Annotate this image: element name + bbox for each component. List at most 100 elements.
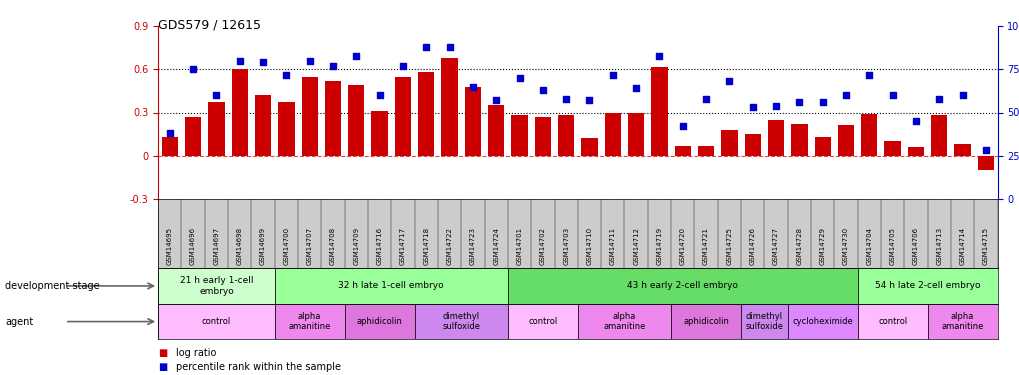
Bar [302, 76, 318, 156]
Text: GSM14702: GSM14702 [539, 226, 545, 265]
Point [744, 104, 760, 110]
Bar [977, 156, 994, 170]
Bar [418, 72, 434, 156]
Bar [161, 137, 177, 156]
Text: GSM14707: GSM14707 [307, 226, 313, 265]
Bar [720, 130, 737, 156]
Text: control: control [528, 317, 557, 326]
Text: GSM14730: GSM14730 [842, 226, 848, 265]
Text: aphidicolin: aphidicolin [683, 317, 729, 326]
Bar [441, 58, 458, 156]
Text: GSM14716: GSM14716 [376, 226, 382, 265]
Text: GSM14699: GSM14699 [260, 226, 266, 265]
Text: control: control [202, 317, 230, 326]
Point [511, 75, 527, 81]
Point [581, 98, 597, 104]
Point [651, 53, 667, 58]
Text: GSM14725: GSM14725 [726, 227, 732, 265]
Bar [767, 120, 784, 156]
Text: GSM14723: GSM14723 [470, 226, 476, 265]
Point [814, 99, 830, 105]
Bar [674, 146, 690, 156]
Bar [158, 268, 274, 304]
Text: alpha
amanitine: alpha amanitine [288, 312, 330, 331]
Bar [507, 304, 577, 339]
Text: GSM14696: GSM14696 [190, 226, 196, 265]
Point [465, 84, 481, 90]
Text: alpha
amanitine: alpha amanitine [602, 312, 645, 331]
Bar [278, 102, 294, 156]
Point [720, 78, 737, 84]
Bar [954, 144, 970, 156]
Text: GSM14698: GSM14698 [236, 226, 243, 265]
Text: GSM14726: GSM14726 [749, 226, 755, 265]
Bar [741, 304, 787, 339]
Text: GSM14703: GSM14703 [562, 226, 569, 265]
Point [255, 60, 271, 66]
Text: 32 h late 1-cell embryo: 32 h late 1-cell embryo [338, 281, 443, 290]
Text: GSM14711: GSM14711 [609, 226, 615, 265]
Bar [787, 304, 857, 339]
Text: GSM14695: GSM14695 [166, 226, 172, 265]
Bar [837, 125, 853, 156]
Point [697, 96, 713, 102]
Text: ■: ■ [158, 362, 167, 372]
Point [883, 92, 900, 98]
Text: GSM14729: GSM14729 [819, 226, 824, 265]
Text: GSM14706: GSM14706 [912, 226, 918, 265]
Point [487, 98, 503, 104]
Text: GSM14727: GSM14727 [772, 226, 779, 265]
Text: GSM14710: GSM14710 [586, 226, 592, 265]
Bar [371, 111, 387, 156]
Bar [557, 116, 574, 156]
Bar [507, 268, 857, 304]
Point [604, 72, 621, 78]
Text: GSM14720: GSM14720 [679, 226, 685, 265]
Point [954, 92, 970, 98]
Bar [860, 114, 876, 156]
Bar [231, 69, 248, 156]
Bar [671, 304, 741, 339]
Bar [534, 117, 550, 156]
Bar [930, 116, 947, 156]
Point [860, 72, 876, 78]
Text: GSM14708: GSM14708 [330, 226, 335, 265]
Point [347, 53, 364, 58]
Text: GSM14724: GSM14724 [493, 227, 498, 265]
Text: alpha
amanitine: alpha amanitine [941, 312, 982, 331]
Bar [511, 116, 527, 156]
Text: dimethyl
sulfoxide: dimethyl sulfoxide [745, 312, 783, 331]
Text: dimethyl
sulfoxide: dimethyl sulfoxide [442, 312, 480, 331]
Point [837, 92, 853, 98]
Point [977, 147, 994, 153]
Bar [581, 138, 597, 156]
Bar [883, 141, 900, 156]
Text: 54 h late 2-cell embryo: 54 h late 2-cell embryo [874, 281, 979, 290]
Point [278, 72, 294, 78]
Text: log ratio: log ratio [176, 348, 217, 358]
Text: GSM14717: GSM14717 [399, 226, 406, 265]
Text: percentile rank within the sample: percentile rank within the sample [176, 362, 341, 372]
Text: agent: agent [5, 317, 34, 327]
Bar [255, 95, 271, 156]
Point [791, 99, 807, 105]
Text: GSM14709: GSM14709 [353, 226, 359, 265]
Text: GDS579 / 12615: GDS579 / 12615 [158, 19, 261, 32]
Text: GSM14697: GSM14697 [213, 226, 219, 265]
Bar [347, 85, 364, 156]
Text: GSM14718: GSM14718 [423, 226, 429, 265]
Point [907, 118, 923, 124]
Bar [651, 66, 667, 156]
Text: GSM14713: GSM14713 [935, 226, 942, 265]
Point [231, 58, 248, 64]
Bar [926, 304, 997, 339]
Bar [158, 304, 274, 339]
Point [418, 44, 434, 50]
Text: ■: ■ [158, 348, 167, 358]
Point [767, 103, 784, 109]
Bar [324, 81, 340, 156]
Text: GSM14715: GSM14715 [982, 226, 988, 265]
Point [161, 130, 177, 136]
Text: GSM14719: GSM14719 [656, 226, 661, 265]
Point [208, 92, 224, 98]
